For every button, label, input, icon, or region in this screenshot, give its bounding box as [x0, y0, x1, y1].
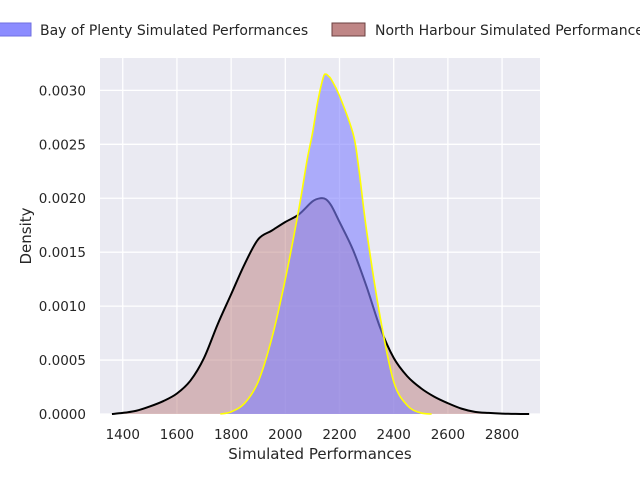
y-tick-label-0-0025: 0.0025 [39, 137, 86, 153]
y-axis-label: Density [17, 207, 35, 264]
y-tick-label-0-0010: 0.0010 [39, 299, 86, 315]
x-tick-label-1600: 1600 [160, 427, 194, 443]
x-tick-label-2000: 2000 [268, 427, 302, 443]
y-tick-label-0-0005: 0.0005 [39, 353, 86, 369]
y-tick-label-0-0000: 0.0000 [39, 407, 86, 423]
density-series [111, 73, 530, 415]
x-tick-label-2200: 2200 [322, 427, 356, 443]
x-tick-label-2600: 2600 [431, 427, 465, 443]
legend-swatch-north-harbour [331, 22, 366, 37]
x-axis-label: Simulated Performances [228, 445, 412, 463]
x-tick-label-2400: 2400 [377, 427, 411, 443]
x-tick-label-1800: 1800 [214, 427, 248, 443]
axis-ticks: 1400 1600 1800 2000 2200 2400 2600 2800 0.0000 0.… [39, 83, 519, 443]
legend-label-north-harbour: North Harbour Simulated Performances [375, 23, 640, 39]
line-bay-of-plenty [220, 73, 432, 415]
y-tick-label-0-0015: 0.0015 [39, 245, 86, 261]
legend-swatch-bay-of-plenty [0, 22, 32, 37]
y-tick-label-0-0020: 0.0020 [39, 191, 86, 207]
legend-item-north-harbour[interactable]: North Harbour Simulated Performances [331, 22, 640, 39]
legend: Bay of Plenty Simulated Performances Nor… [0, 22, 640, 39]
y-tick-label-0-0030: 0.0030 [39, 83, 86, 99]
x-tick-label-2800: 2800 [485, 427, 519, 443]
x-tick-label-1400: 1400 [106, 427, 140, 443]
legend-label-bay-of-plenty: Bay of Plenty Simulated Performances [40, 23, 308, 39]
legend-item-bay-of-plenty[interactable]: Bay of Plenty Simulated Performances [0, 22, 308, 39]
area-bay-of-plenty [220, 74, 432, 415]
